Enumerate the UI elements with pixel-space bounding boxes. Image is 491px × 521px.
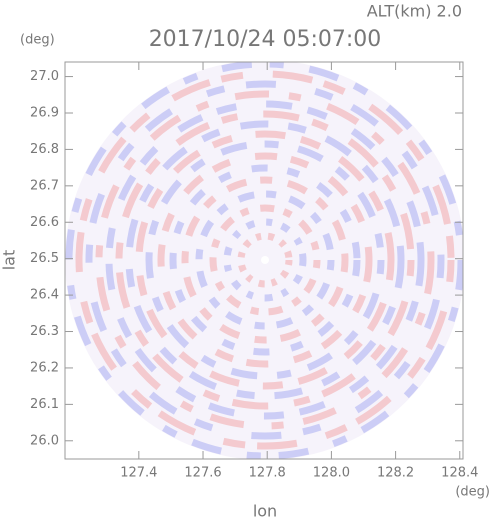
- chart-title: 2017/10/24 05:07:00: [149, 27, 382, 52]
- y-tick-label: 26.9: [30, 105, 59, 120]
- y-tick-label: 26.2: [30, 360, 59, 375]
- x-tick-label: 127.6: [184, 466, 221, 481]
- plot-frame: [64, 61, 464, 460]
- x-tick-label: 128.0: [313, 466, 350, 481]
- y-tick-label: 26.8: [30, 142, 59, 157]
- y-unit: (deg): [20, 33, 55, 48]
- y-tick-label: 26.3: [30, 324, 59, 339]
- radar-echo: [65, 62, 463, 459]
- y-tick-label: 26.0: [30, 433, 59, 448]
- x-unit: (deg): [455, 485, 490, 500]
- y-tick-label: 26.4: [30, 288, 59, 303]
- x-axis-label: lon: [253, 502, 277, 521]
- y-axis-label: lat: [0, 250, 19, 271]
- y-tick-label: 27.0: [30, 69, 59, 84]
- x-tick-label: 127.4: [120, 466, 157, 481]
- y-tick-label: 26.7: [30, 178, 59, 193]
- x-tick-label: 127.8: [249, 466, 286, 481]
- x-tick-label: 128.2: [377, 466, 414, 481]
- y-tick-label: 26.1: [30, 397, 59, 412]
- y-tick-label: 26.5: [30, 251, 59, 266]
- annotation: ALT(km) 2.0: [367, 2, 462, 21]
- y-tick-label: 26.6: [30, 215, 59, 230]
- x-tick-label: 128.4: [441, 466, 478, 481]
